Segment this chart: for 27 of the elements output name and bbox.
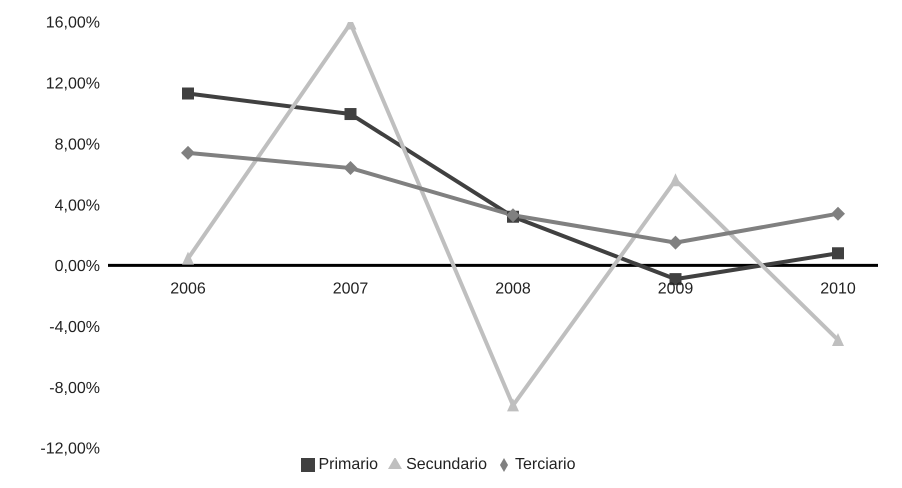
point — [506, 208, 520, 222]
point — [344, 108, 356, 120]
y-tick-label: 4,00% — [54, 197, 100, 214]
x-tick-label: 2009 — [658, 280, 694, 298]
y-tick-label: -4,00% — [49, 318, 100, 336]
point — [832, 247, 844, 260]
point — [831, 206, 845, 221]
x-tick-label: 2008 — [495, 280, 531, 298]
y-tick-label: 12,00% — [46, 76, 100, 93]
legend-label: Primario — [318, 456, 378, 473]
x-tick-label: 2010 — [820, 280, 856, 298]
x-tick-label: 2006 — [170, 280, 206, 298]
y-tick-label: 0,00% — [54, 258, 100, 276]
point — [832, 332, 844, 346]
y-tick-label: -12,00% — [40, 440, 100, 458]
x-tick-label: 2007 — [332, 280, 368, 298]
y-tick-label: 16,00% — [46, 14, 100, 32]
y-tick-label: -8,00% — [49, 380, 100, 397]
point — [668, 236, 682, 250]
point — [182, 88, 194, 100]
point — [181, 146, 195, 160]
point — [182, 252, 194, 265]
point — [507, 398, 519, 412]
legend-label: Secundario — [406, 456, 488, 473]
point — [344, 161, 358, 176]
legend-label: Terciario — [515, 456, 576, 473]
y-tick-label: 8,00% — [54, 136, 100, 154]
